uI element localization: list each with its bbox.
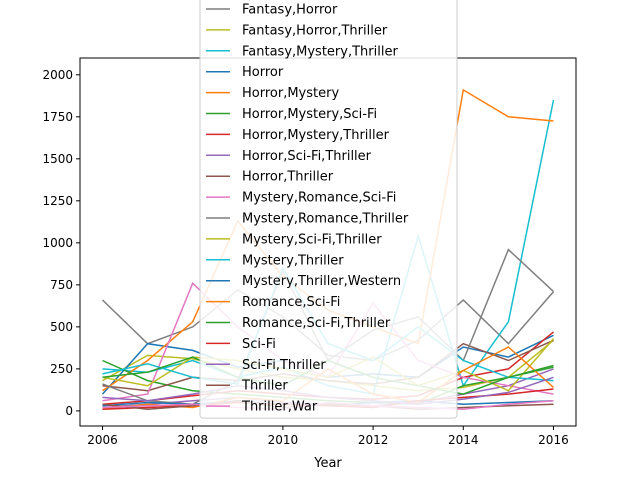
x-axis: 2006 2008 2010 2012 2014 2016	[87, 426, 569, 447]
legend-box	[199, 0, 458, 419]
y-tick-label: 750	[50, 278, 73, 292]
legend-label: Horror,Sci-Fi,Thriller	[242, 149, 372, 164]
legend-label: Thriller	[241, 379, 288, 394]
y-tick-label: 1750	[42, 110, 73, 124]
y-axis: 0 250 500 750 1000 1250 1500 1750 2000	[42, 68, 80, 418]
legend-label: Fantasy,Horror,Thriller	[242, 23, 388, 38]
x-tick-label: 2006	[87, 433, 118, 447]
legend-label: Romance,Sci-Fi	[242, 295, 340, 310]
x-tick-label: 2014	[448, 433, 479, 447]
legend-label: Horror	[242, 65, 284, 80]
x-axis-label: Year	[313, 456, 342, 471]
y-tick-label: 2000	[42, 68, 73, 82]
y-tick-label: 1250	[42, 194, 73, 208]
legend-label: Fantasy,Mystery,Thriller	[242, 44, 398, 59]
y-tick-label: 1500	[42, 152, 73, 166]
x-tick-label: 2010	[268, 433, 299, 447]
y-tick-label: 0	[65, 404, 73, 418]
legend-label: Mystery,Romance,Sci-Fi	[242, 191, 396, 206]
legend-label: Mystery,Thriller,Western	[242, 274, 401, 289]
legend-label: Horror,Mystery	[242, 86, 339, 101]
legend-label: Horror,Mystery,Sci-Fi	[242, 107, 377, 122]
legend-label: Sci-Fi,Thriller	[242, 358, 326, 373]
y-tick-label: 500	[50, 320, 73, 334]
x-tick-label: 2016	[538, 433, 569, 447]
legend-label: Mystery,Thriller	[242, 253, 344, 268]
legend-label: Mystery,Romance,Thriller	[242, 212, 409, 227]
x-tick-label: 2012	[358, 433, 389, 447]
legend-label: Fantasy,Horror	[242, 3, 338, 18]
legend-label: Mystery,Sci-Fi,Thriller	[242, 232, 382, 247]
legend-label: Sci-Fi	[242, 337, 276, 352]
legend: Fantasy,Horror Fantasy,Horror,Thriller Fan…	[199, 0, 458, 419]
legend-label: Romance,Sci-Fi,Thriller	[242, 316, 391, 331]
y-tick-label: 250	[50, 362, 73, 376]
legend-label: Thriller,War	[241, 400, 318, 415]
legend-label: Horror,Mystery,Thriller	[242, 128, 390, 143]
y-tick-label: 1000	[42, 236, 73, 250]
legend-label: Horror,Thriller	[242, 170, 334, 185]
x-tick-label: 2008	[177, 433, 208, 447]
